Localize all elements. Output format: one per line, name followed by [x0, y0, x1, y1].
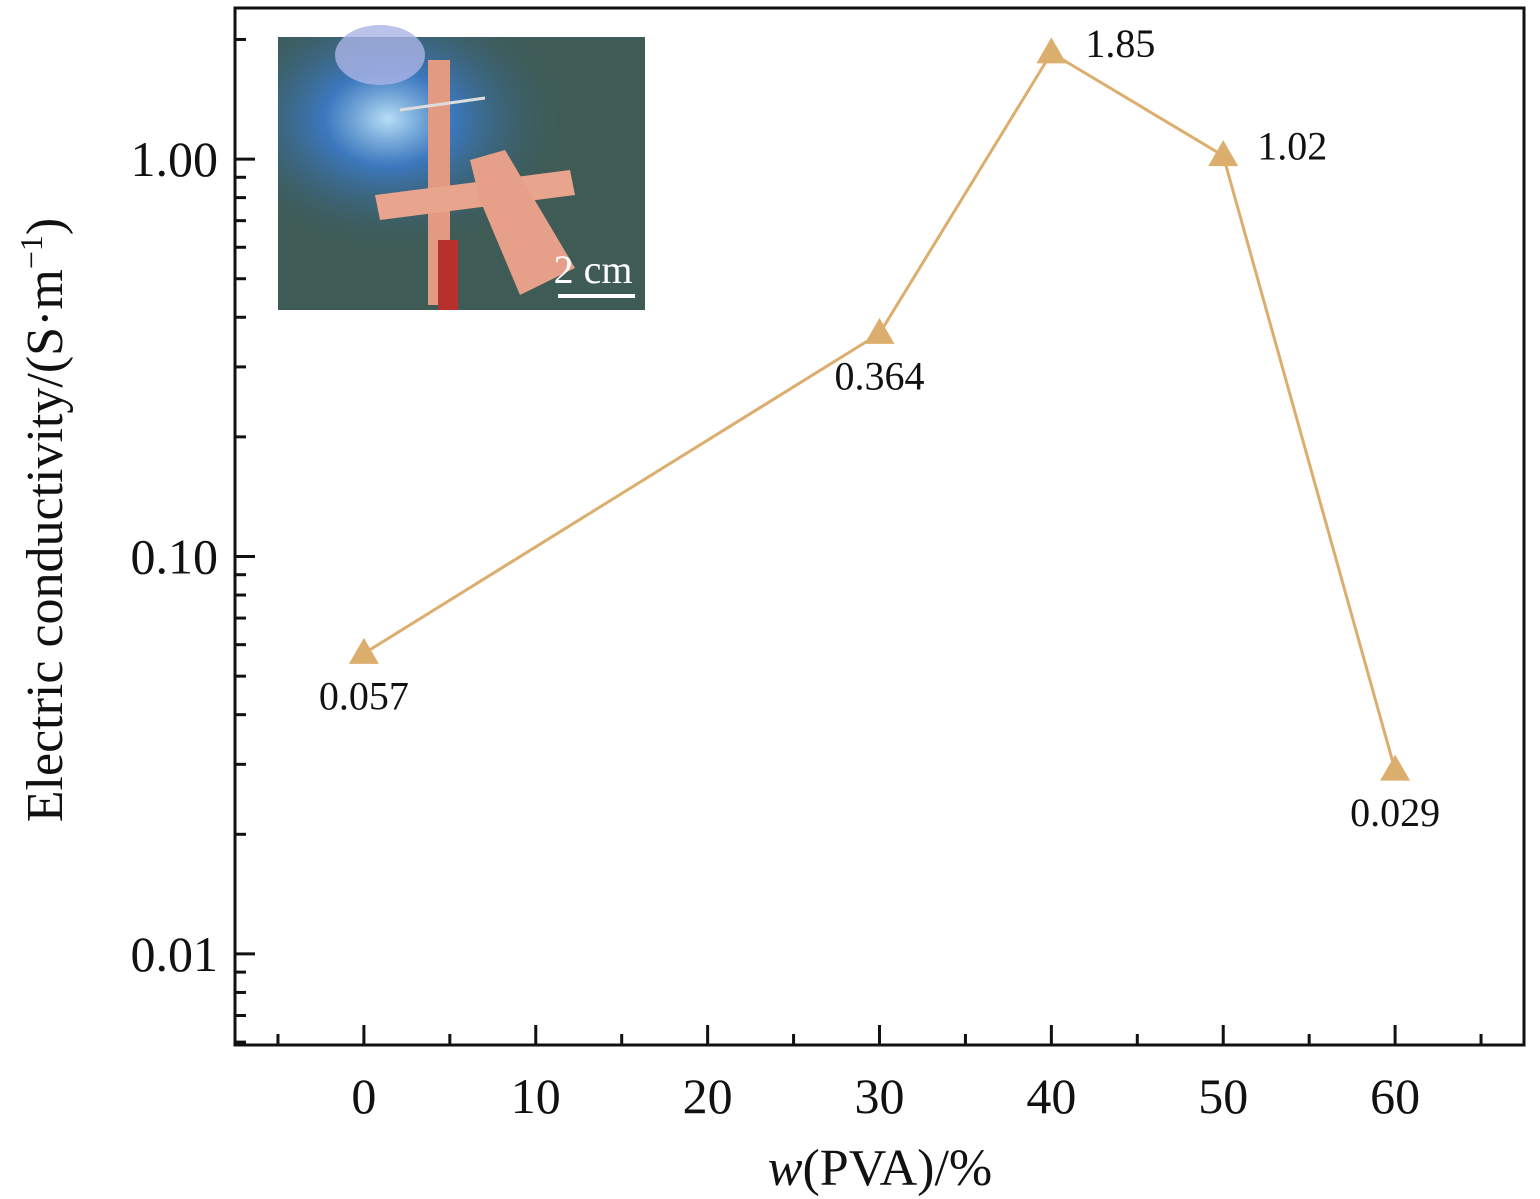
y-tick-label: 1.00 [131, 131, 219, 187]
inset-photo: 2 cm [278, 25, 645, 310]
y-axis-title: Electric conductivity/(S·m−1) [13, 218, 74, 822]
x-tick-label: 60 [1370, 1068, 1420, 1124]
x-tick-label: 20 [683, 1068, 733, 1124]
x-tick-label: 40 [1026, 1068, 1076, 1124]
data-label: 0.029 [1350, 790, 1440, 835]
data-label: 1.85 [1085, 21, 1155, 66]
data-point-marker [1380, 754, 1411, 781]
data-point-marker [348, 637, 379, 664]
x-tick-label: 0 [351, 1068, 376, 1124]
x-axis-title-rest: (PVA)/% [802, 1140, 992, 1197]
y-axis-title-close: ) [17, 218, 74, 235]
data-label: 0.057 [319, 674, 409, 719]
y-axis: 0.01 0.10 1.00 [131, 37, 255, 1044]
x-tick-label: 50 [1198, 1068, 1248, 1124]
x-axis-title: w(PVA)/% [768, 1140, 992, 1197]
data-label: 1.02 [1257, 124, 1327, 169]
data-point-marker [1036, 37, 1067, 64]
x-axis-title-italic: w [768, 1140, 803, 1197]
data-series: 0.057 0.364 1.85 1.02 0.029 [319, 21, 1440, 835]
y-tick-label: 0.10 [131, 529, 219, 585]
x-tick-label: 30 [855, 1068, 905, 1124]
data-label: 0.364 [835, 354, 925, 399]
x-tick-label: 10 [511, 1068, 561, 1124]
y-tick-label: 0.01 [131, 926, 219, 982]
data-point-marker [1208, 140, 1239, 167]
y-axis-title-sup: −1 [13, 235, 49, 269]
y-axis-title-main: Electric conductivity/(S·m [17, 269, 74, 822]
scale-bar-label: 2 cm [554, 247, 633, 292]
data-point-marker [864, 317, 895, 344]
x-axis: 0 10 20 30 40 50 60 [276, 1025, 1483, 1124]
